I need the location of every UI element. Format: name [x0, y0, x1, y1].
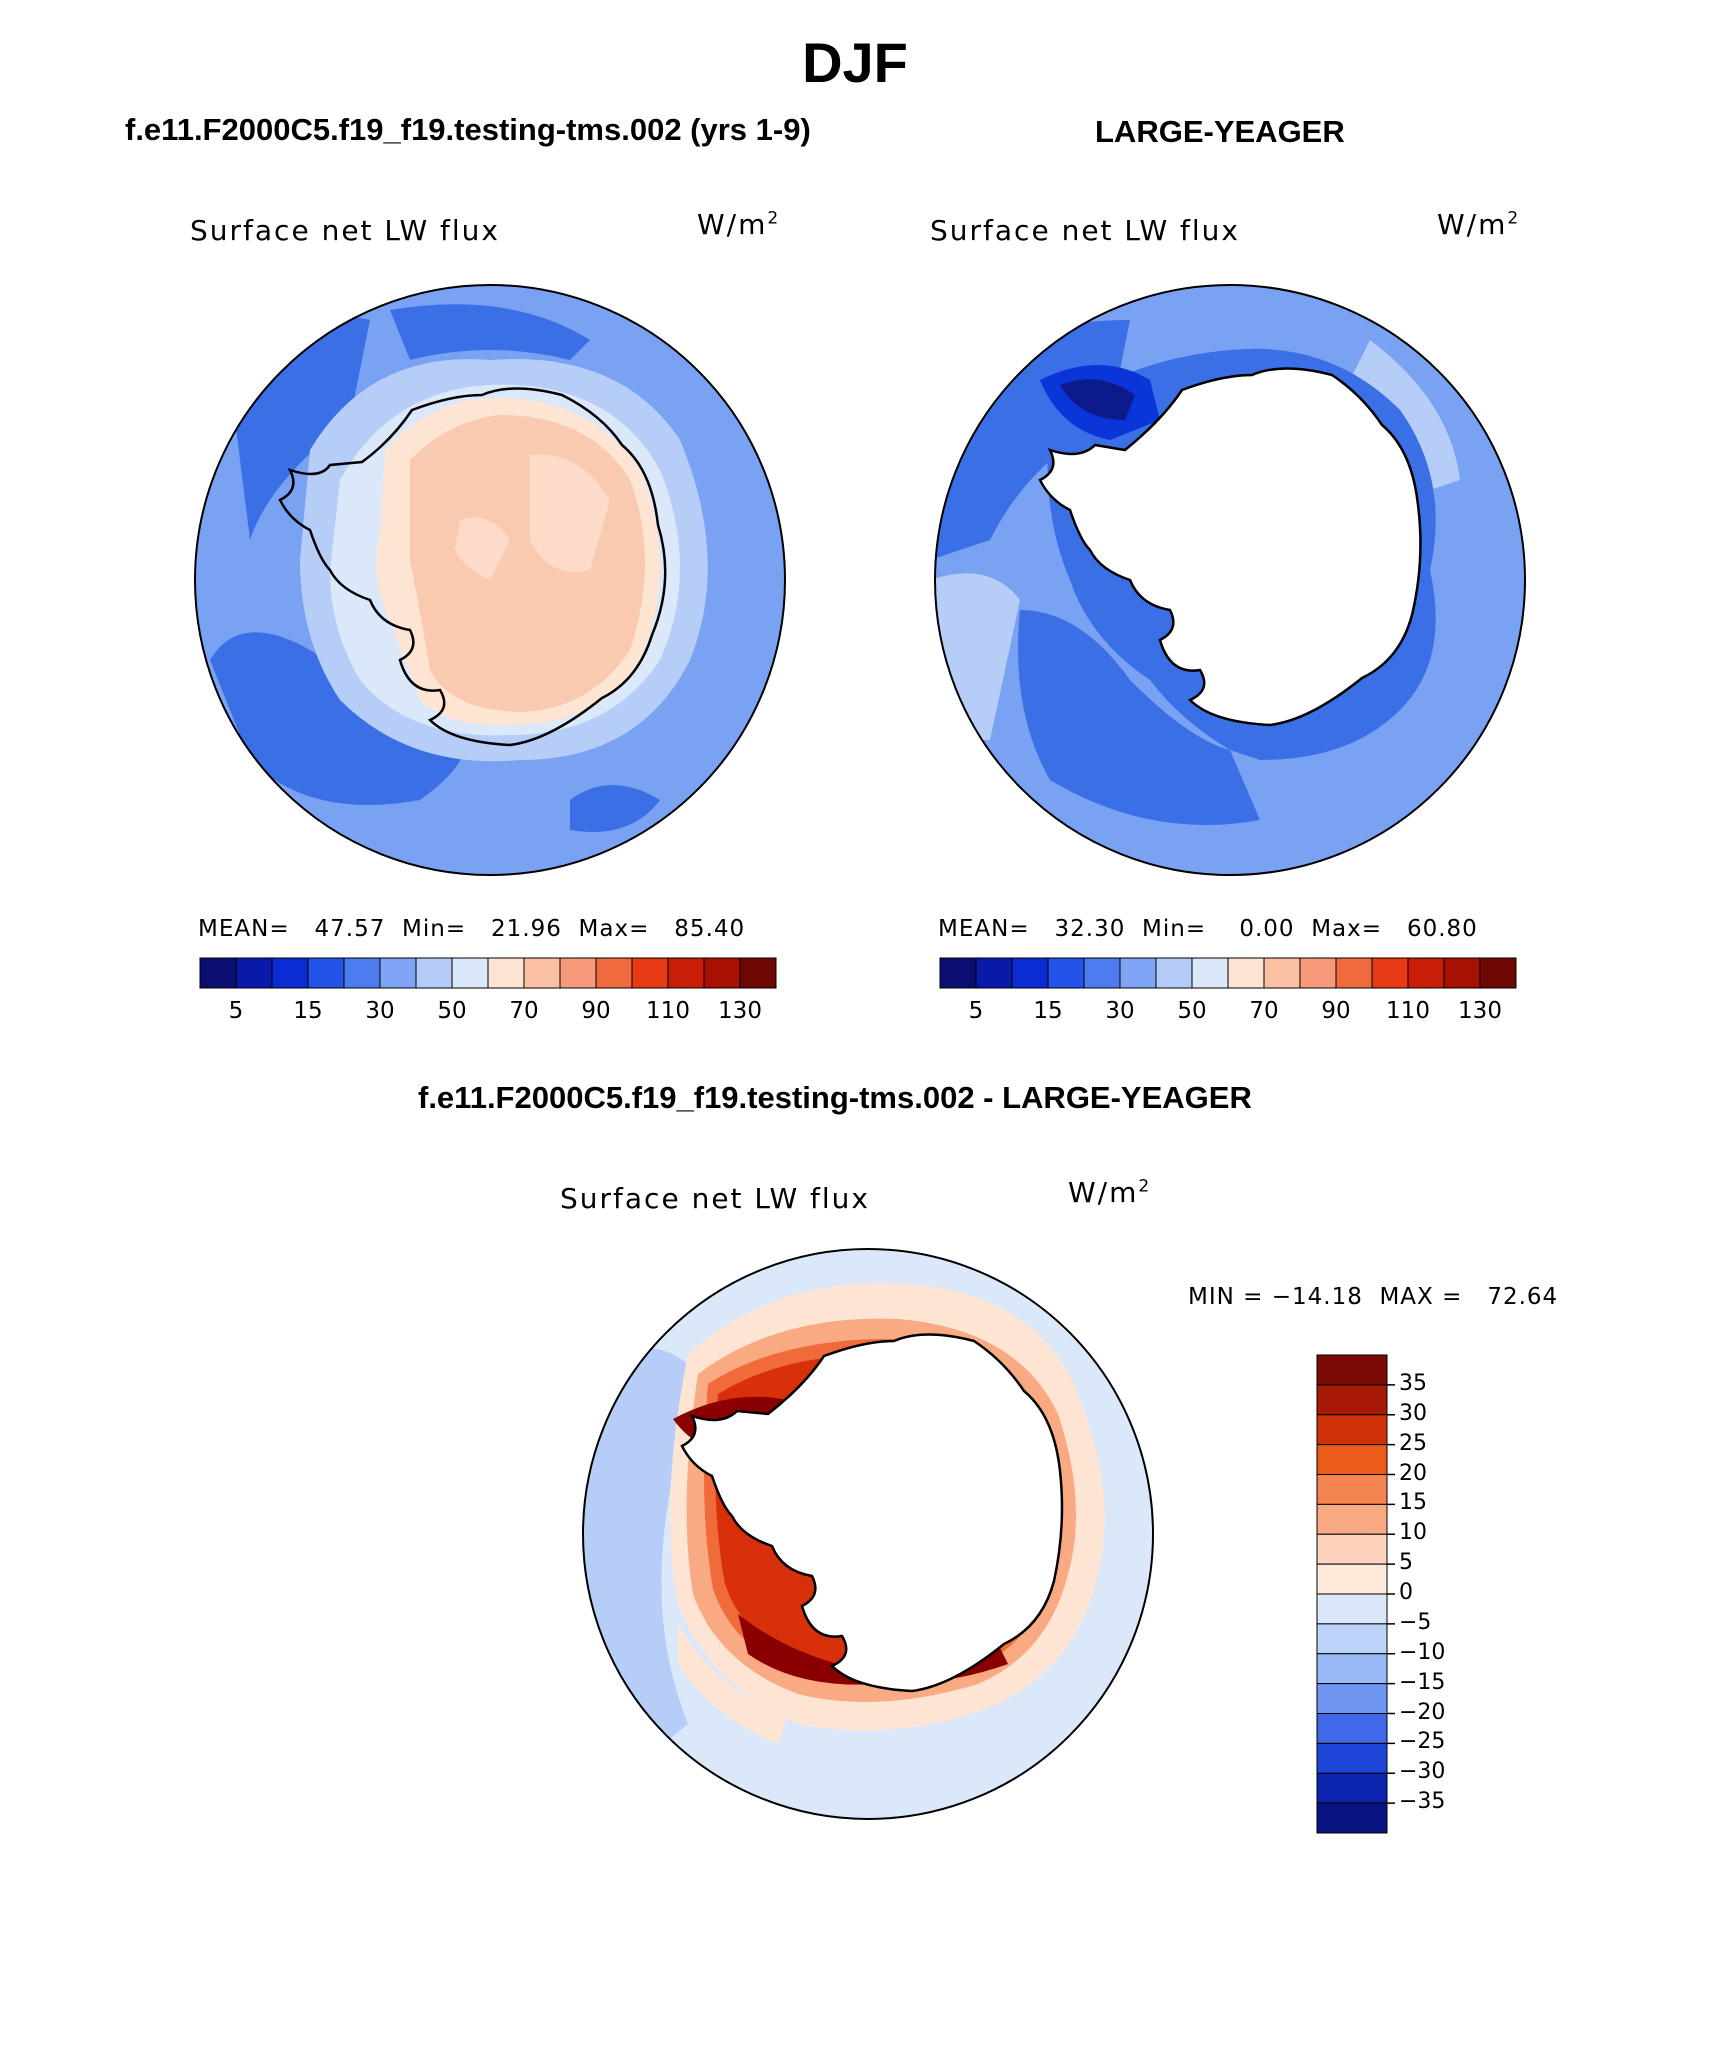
colorbar-tick-label: 0 [1399, 1580, 1413, 1605]
panel2-unit-label: W/m2 [1437, 208, 1521, 241]
panel2-title: LARGE-YEAGER [1095, 114, 1345, 149]
panel2-variable-label: Surface net LW flux [930, 214, 1240, 247]
colorbar-swatch [703, 957, 741, 989]
colorbar-swatch [1227, 957, 1265, 989]
difference-stats: MIN = −14.18 MAX = 72.64 [1188, 1284, 1559, 1310]
colorbar-swatch [199, 957, 237, 989]
colorbar-tick-label: 10 [1399, 1520, 1427, 1546]
difference-map [582, 1248, 1154, 1820]
colorbar-swatch [1263, 957, 1301, 989]
colorbar-swatch [1316, 1503, 1388, 1535]
colorbar-tick-label: 20 [1399, 1460, 1427, 1486]
colorbar-swatch [271, 957, 309, 989]
colorbar-tick-label: −25 [1399, 1729, 1446, 1755]
colorbar-tick-label: 110 [1386, 998, 1430, 1024]
colorbar-swatch [1316, 1563, 1388, 1595]
colorbar-swatch [1299, 957, 1337, 989]
panel1-map [194, 284, 786, 876]
colorbar-swatch [1191, 957, 1229, 989]
colorbar-tick-label: 90 [581, 998, 611, 1024]
colorbar-swatch [595, 957, 633, 989]
colorbar-swatch [559, 957, 597, 989]
panel1-variable-label: Surface net LW flux [190, 214, 500, 247]
colorbar-tick-label: 30 [1105, 998, 1135, 1024]
colorbar-swatch [739, 957, 777, 989]
colorbar-swatch [1316, 1772, 1388, 1804]
colorbar-tick-label: 50 [1177, 998, 1207, 1024]
difference-variable-label: Surface net LW flux [560, 1182, 870, 1215]
colorbar-swatch [1316, 1474, 1388, 1505]
colorbar-swatch [379, 957, 417, 989]
colorbar-swatch [343, 957, 381, 989]
panel1-unit-label: W/m2 [697, 208, 781, 241]
colorbar-swatch [523, 957, 561, 989]
figure-title: DJF [802, 31, 908, 94]
colorbar-swatch [1316, 1384, 1388, 1416]
panel2-colorbar [939, 957, 1517, 989]
colorbar-swatch [1316, 1354, 1388, 1386]
colorbar-swatch [235, 957, 273, 989]
colorbar-tick-label: 90 [1321, 998, 1351, 1024]
colorbar-swatch [1479, 957, 1517, 989]
colorbar-swatch [1316, 1713, 1388, 1744]
colorbar-swatch [1443, 957, 1481, 989]
colorbar-swatch [975, 957, 1013, 989]
colorbar-tick-label: 5 [228, 998, 244, 1024]
panel2-stats: MEAN= 32.30 Min= 0.00 Max= 60.80 [938, 916, 1478, 942]
colorbar-swatch [415, 957, 453, 989]
colorbar-swatch [1316, 1414, 1388, 1446]
colorbar-tick-label: 5 [1399, 1550, 1413, 1576]
colorbar-tick-label: −10 [1399, 1639, 1446, 1665]
colorbar-swatch [1119, 957, 1157, 989]
colorbar-swatch [1335, 957, 1373, 989]
panel2-map [934, 284, 1526, 876]
colorbar-tick-label: 130 [1458, 998, 1502, 1024]
panel1-title: f.e11.F2000C5.f19_f19.testing-tms.002 (y… [125, 112, 811, 147]
colorbar-tick-label: −20 [1399, 1699, 1446, 1725]
colorbar-tick-label: 15 [293, 998, 323, 1024]
colorbar-tick-label: −35 [1399, 1789, 1446, 1815]
colorbar-tick-label: 130 [718, 998, 762, 1024]
colorbar-swatch [1155, 957, 1193, 989]
colorbar-swatch [1316, 1742, 1388, 1774]
difference-colorbar [1316, 1354, 1395, 1834]
colorbar-tick-label: 15 [1399, 1490, 1427, 1516]
colorbar-swatch [667, 957, 705, 989]
colorbar-tick-label: 30 [1399, 1400, 1427, 1426]
colorbar-tick-label: −5 [1399, 1609, 1432, 1635]
colorbar-tick-label: 50 [437, 998, 467, 1024]
colorbar-tick-label: 70 [1249, 998, 1279, 1024]
colorbar-swatch [1316, 1533, 1388, 1565]
panel1-colorbar [199, 957, 777, 989]
colorbar-swatch [1047, 957, 1085, 989]
colorbar-swatch [1316, 1683, 1388, 1714]
colorbar-tick-label: 35 [1399, 1370, 1427, 1396]
colorbar-tick-label: 15 [1033, 998, 1063, 1024]
colorbar-tick-label: 25 [1399, 1430, 1427, 1456]
colorbar-swatch [451, 957, 489, 989]
colorbar-swatch [1371, 957, 1409, 989]
panel1-stats: MEAN= 47.57 Min= 21.96 Max= 85.40 [198, 916, 746, 942]
colorbar-tick-label: 5 [968, 998, 984, 1024]
colorbar-swatch [307, 957, 345, 989]
colorbar-swatch [1011, 957, 1049, 989]
colorbar-swatch [1316, 1623, 1388, 1655]
colorbar-tick-label: −15 [1399, 1669, 1446, 1695]
colorbar-swatch [487, 957, 525, 989]
colorbar-tick-label: 110 [646, 998, 690, 1024]
colorbar-swatch [1083, 957, 1121, 989]
colorbar-tick-label: 70 [509, 998, 539, 1024]
colorbar-swatch [1316, 1653, 1388, 1685]
colorbar-swatch [1316, 1802, 1388, 1834]
colorbar-swatch [939, 957, 977, 989]
colorbar-swatch [631, 957, 669, 989]
colorbar-swatch [1316, 1444, 1388, 1475]
difference-unit-label: W/m2 [1068, 1176, 1152, 1209]
colorbar-tick-label: 30 [365, 998, 395, 1024]
difference-title: f.e11.F2000C5.f19_f19.testing-tms.002 - … [418, 1080, 1252, 1115]
colorbar-swatch [1407, 957, 1445, 989]
colorbar-tick-label: −30 [1399, 1759, 1446, 1785]
colorbar-swatch [1316, 1593, 1388, 1625]
